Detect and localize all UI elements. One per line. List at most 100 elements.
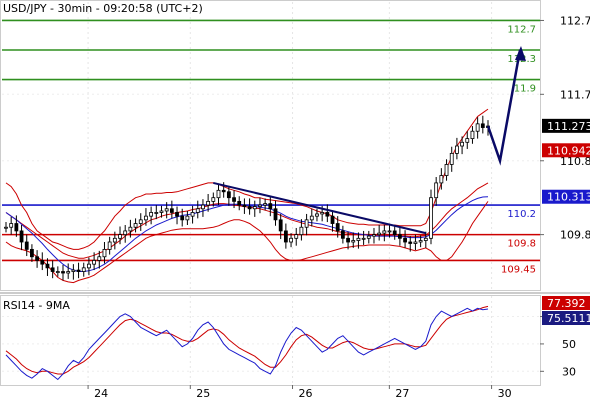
candle-body	[366, 235, 371, 239]
candle-body	[278, 219, 283, 232]
forecast-arrow	[486, 49, 522, 166]
chart-title: USD/JPY - 30min - 09:20:58 (UTC+2)	[3, 2, 203, 15]
candle-body	[460, 141, 464, 147]
candle-body	[335, 223, 340, 232]
candle-body	[294, 234, 299, 239]
candle-body	[190, 212, 195, 217]
candle-body	[92, 260, 97, 265]
candle-body	[71, 269, 76, 272]
candle-body	[387, 230, 392, 233]
candle-body	[35, 256, 39, 261]
candle-body	[340, 230, 345, 239]
candle-body	[351, 240, 356, 243]
candle-body	[289, 237, 293, 243]
candle-body	[154, 212, 159, 214]
candle-body	[480, 123, 485, 128]
candle-body	[397, 234, 402, 239]
candle-body	[470, 130, 475, 140]
rsi-box-ma	[542, 296, 590, 310]
candle-body	[14, 223, 19, 232]
candle-body	[361, 237, 366, 240]
candle-body	[413, 241, 418, 244]
candle-body	[185, 215, 190, 221]
candle-body	[128, 226, 133, 232]
price-tick-label: 112.7	[560, 14, 590, 27]
candle-body	[211, 197, 216, 202]
candle-body	[195, 208, 200, 213]
price-panel-frame	[0, 0, 541, 291]
value-box-label-pivot: 110.313	[547, 191, 590, 204]
candle-body	[356, 237, 361, 241]
price-tick-label: 110.8	[560, 155, 590, 168]
candle-body	[444, 164, 449, 176]
candles-layer	[4, 115, 490, 281]
level-label-support: 109.45	[501, 264, 536, 275]
candle-body	[50, 267, 55, 272]
candle-body	[268, 203, 273, 210]
candle-body	[439, 175, 444, 184]
candle-body	[232, 197, 236, 202]
candle-body	[449, 152, 454, 165]
candle-body	[164, 208, 169, 212]
candle-body	[4, 226, 8, 229]
candle-body	[112, 237, 117, 243]
rsi-box-label-rsi: 75.5111	[547, 312, 590, 325]
rsi-tick-label: 30	[562, 365, 576, 378]
candle-body	[325, 212, 330, 217]
forecast-arrowhead	[515, 46, 526, 61]
candle-body	[299, 226, 304, 236]
x-tick-label: 27	[395, 387, 409, 400]
candle-body	[315, 213, 319, 217]
candle-body	[45, 263, 50, 269]
candle-body	[423, 237, 428, 241]
candle-body	[169, 208, 174, 213]
candle-body	[102, 248, 107, 258]
candle-body	[201, 204, 205, 210]
x-tick-label: 30	[498, 387, 512, 400]
rsi-tick-label: 50	[562, 338, 576, 351]
trendline	[213, 181, 427, 235]
value-box-upper	[542, 143, 590, 158]
x-tick-label: 26	[299, 387, 313, 400]
candle-body	[418, 240, 423, 243]
candle-body	[429, 197, 433, 239]
candle-body	[76, 269, 81, 272]
rsi-line	[5, 307, 489, 381]
candle-body	[455, 145, 459, 154]
level-label-pivot: 110.2	[507, 209, 536, 220]
candle-body	[247, 206, 252, 210]
candle-body	[283, 230, 288, 243]
candle-body	[175, 212, 179, 217]
value-box-price	[542, 118, 590, 133]
bollinger-layer	[5, 108, 489, 284]
candle-body	[40, 260, 45, 265]
rsi-ma-line	[5, 305, 489, 375]
candle-body	[118, 234, 122, 239]
candle-body	[221, 189, 226, 193]
rsi-title: RSI14 - 9MA	[3, 299, 70, 312]
candle-body	[330, 215, 335, 224]
candle-body	[258, 204, 262, 207]
candle-body	[309, 215, 314, 221]
candle-body	[149, 212, 154, 217]
candle-body	[226, 191, 231, 199]
candle-body	[123, 230, 128, 236]
level-label-target: 112.7	[507, 24, 536, 35]
candle-body	[87, 263, 91, 269]
candle-body	[242, 204, 247, 207]
candle-body	[237, 200, 242, 206]
candle-body	[66, 271, 71, 274]
price-tick-label: 109.8	[560, 229, 590, 242]
rsi-box-label-ma: 77.392	[547, 297, 586, 310]
candle-body	[304, 219, 309, 228]
rsi-layer	[5, 305, 489, 381]
candle-body	[273, 208, 278, 221]
candle-body	[434, 182, 439, 199]
candle-body	[382, 230, 387, 234]
x-tick-label: 24	[94, 387, 108, 400]
candle-body	[159, 210, 164, 213]
rsi-panel-frame	[0, 295, 541, 386]
candle-body	[377, 232, 382, 236]
candle-body	[133, 223, 138, 228]
